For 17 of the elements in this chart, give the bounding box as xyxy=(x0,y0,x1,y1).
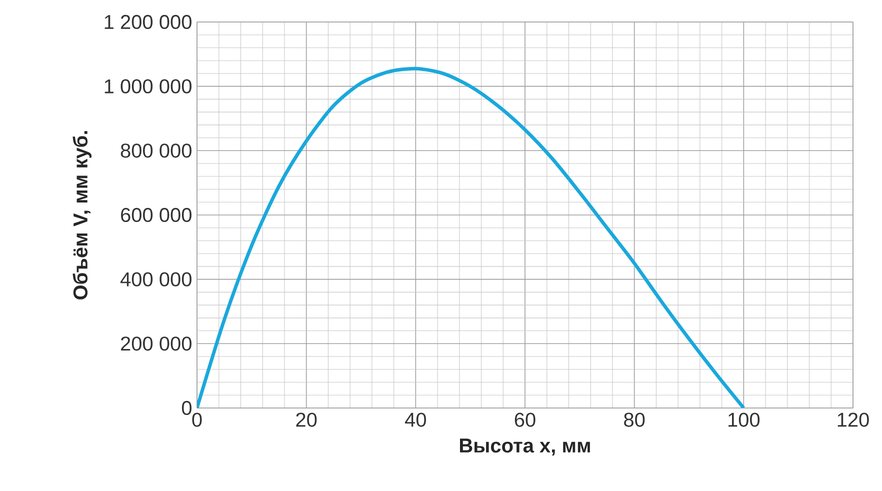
y-tick-label: 200 000 xyxy=(121,336,192,351)
x-axis-title: Высота x, мм xyxy=(460,438,590,456)
y-tick-label: 1 200 000 xyxy=(104,14,192,30)
y-tick-label: 1 000 000 xyxy=(104,79,192,94)
x-tick-label: 80 xyxy=(624,412,645,427)
y-tick-label: 400 000 xyxy=(120,272,192,286)
x-tick-label: 60 xyxy=(514,412,536,427)
x-tick-label: 20 xyxy=(296,412,317,427)
x-tick-label: 120 xyxy=(838,412,869,427)
x-tick-label: 0 xyxy=(192,412,202,427)
x-tick-label: 40 xyxy=(405,412,426,427)
y-tick-label: 0 xyxy=(182,400,192,416)
y-tick-label: 600 000 xyxy=(121,208,192,222)
x-tick-label: 100 xyxy=(728,412,760,427)
line-series xyxy=(197,66,746,408)
y-tick-label: 800 000 xyxy=(120,144,192,158)
y-axis-title: Объём V, мм куб. xyxy=(72,131,92,300)
